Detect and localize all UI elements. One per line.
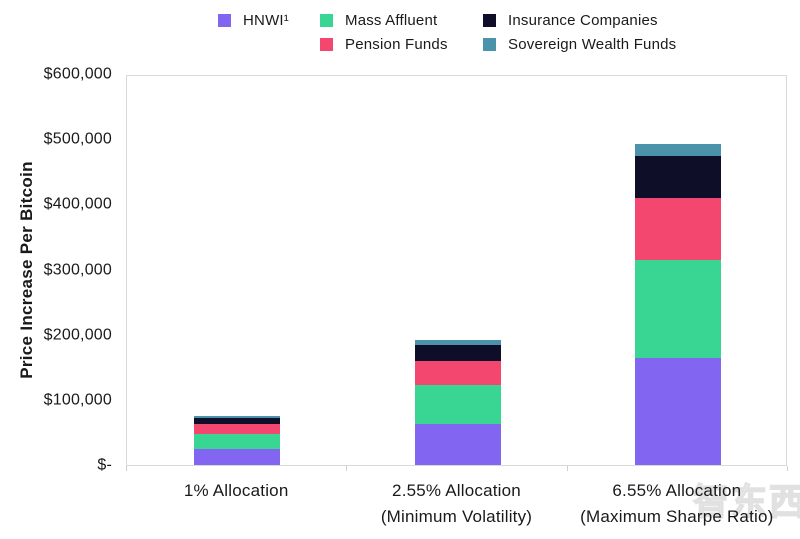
legend-item-sovereign-wealth-funds: Sovereign Wealth Funds <box>483 36 676 53</box>
legend-item-mass-affluent: Mass Affluent <box>320 12 437 29</box>
legend-label: Mass Affluent <box>345 12 438 29</box>
legend-swatch-icon <box>320 38 333 51</box>
bar-segment-insurance-companies <box>634 155 721 199</box>
legend-label: Insurance Companies <box>508 12 658 29</box>
watermark: 智东西 <box>692 480 800 523</box>
x-axis-label-line1: 2.55% Allocation <box>392 481 521 500</box>
legend-swatch-icon <box>320 14 333 27</box>
bar-segment-mass-affluent <box>194 433 281 449</box>
x-axis-label-line1: 1% Allocation <box>183 481 289 500</box>
bar-segment-pension-funds <box>194 424 281 434</box>
bar-segment-hnwi <box>634 358 721 465</box>
plot-area <box>126 75 787 466</box>
legend-label: Pension Funds <box>345 36 448 53</box>
y-tick-label: $500,000 <box>43 130 112 148</box>
x-axis-label-line2: (Maximum Sharpe Ratio) <box>580 507 774 526</box>
x-axis-label-line1: 6.55% Allocation <box>612 481 742 500</box>
bar-segment-hnwi <box>414 423 501 465</box>
x-axis-label: 2.55% Allocation (Minimum Volatility) <box>335 478 579 530</box>
stacked-bar-1-allocation <box>194 416 281 465</box>
x-tick-mark <box>126 466 127 471</box>
y-tick-label: $200,000 <box>43 326 112 344</box>
bar-segment-pension-funds <box>634 198 721 261</box>
bar-segment-hnwi <box>194 448 281 465</box>
legend-label: Sovereign Wealth Funds <box>508 36 677 53</box>
y-tick-label: $600,000 <box>43 65 112 83</box>
bar-segment-mass-affluent <box>414 385 501 424</box>
x-axis-label: 6.55% Allocation (Maximum Sharpe Ratio) <box>555 478 799 530</box>
bar-segment-insurance-companies <box>194 417 281 425</box>
bar-segment-sovereign-wealth-funds <box>414 340 501 345</box>
legend-swatch-icon <box>218 14 231 27</box>
x-tick-mark <box>566 466 568 471</box>
bar-segment-sovereign-wealth-funds <box>194 416 281 418</box>
legend-item-insurance-companies: Insurance Companies <box>483 12 658 29</box>
bar-segment-pension-funds <box>414 361 501 386</box>
bar-segment-sovereign-wealth-funds <box>634 144 721 156</box>
x-axis-label: 1% Allocation <box>114 478 358 504</box>
stacked-bar-6-55-allocation <box>634 144 721 465</box>
y-tick-label: $- <box>97 456 112 474</box>
legend-item-hnwi: HNWI¹ <box>218 12 289 29</box>
x-tick-mark <box>787 466 788 471</box>
stacked-bar-2-55-allocation <box>414 340 501 465</box>
y-tick-label: $400,000 <box>43 195 112 213</box>
legend-item-pension-funds: Pension Funds <box>320 36 448 53</box>
legend-swatch-icon <box>483 14 496 27</box>
x-axis-label-line2: (Minimum Volatility) <box>380 507 533 526</box>
legend-swatch-icon <box>483 38 496 51</box>
y-tick-label: $300,000 <box>43 261 112 279</box>
legend-label: HNWI¹ <box>243 12 289 29</box>
bar-segment-mass-affluent <box>634 260 721 359</box>
x-tick-mark <box>346 466 348 471</box>
y-tick-label: $100,000 <box>43 391 112 409</box>
bar-segment-insurance-companies <box>414 344 501 362</box>
